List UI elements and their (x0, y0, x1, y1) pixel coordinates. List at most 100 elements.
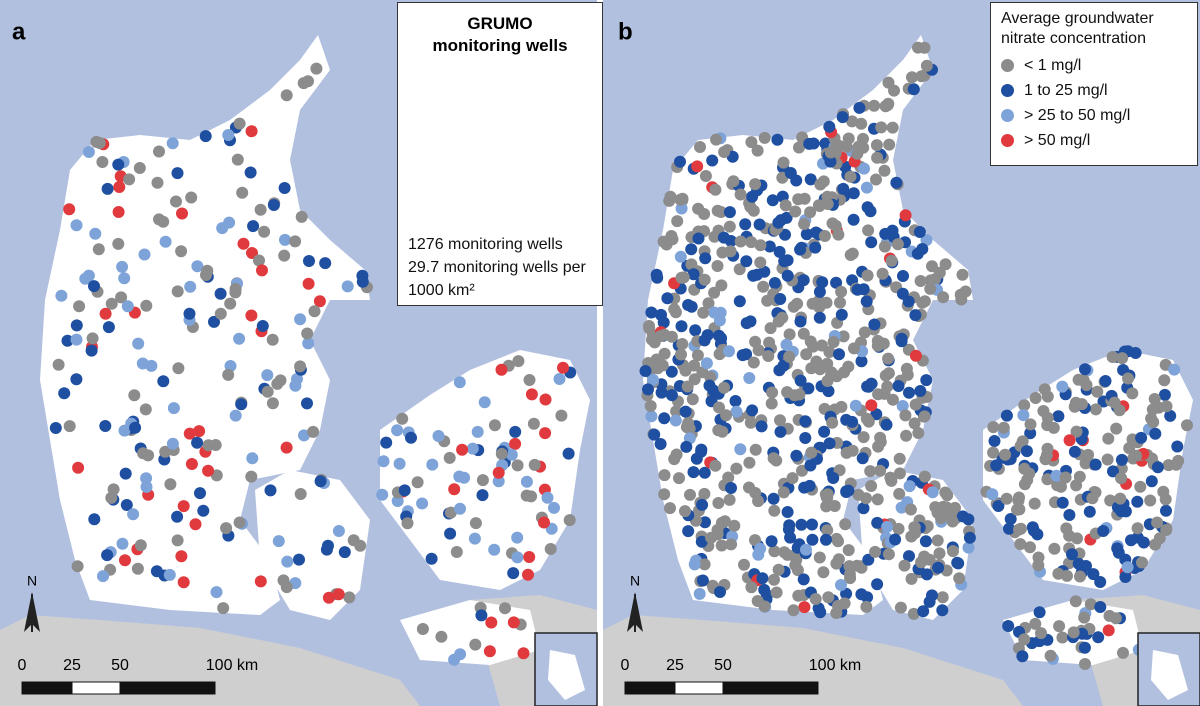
well-dot (319, 257, 332, 270)
well-dot (55, 289, 68, 302)
well-dot (865, 377, 878, 390)
well-dot (920, 568, 933, 581)
well-dot (280, 89, 293, 102)
well-dot (92, 243, 105, 256)
well-dot (1111, 542, 1124, 555)
well-dot (675, 348, 687, 361)
well-dot (900, 362, 913, 375)
well-dot (435, 630, 448, 643)
well-dot (112, 237, 125, 250)
well-dot (843, 560, 856, 573)
panel-b (603, 0, 1200, 706)
well-dot (157, 375, 170, 388)
well-dot (765, 397, 778, 410)
well-dot (871, 578, 884, 591)
well-dot (164, 478, 177, 491)
well-dot (846, 444, 859, 457)
well-dot (278, 249, 291, 262)
scale-label: 100 km (206, 657, 258, 674)
well-dot (725, 538, 738, 551)
well-dot (1035, 627, 1047, 640)
well-dot (1071, 532, 1083, 545)
well-dot (885, 254, 898, 267)
well-dot (894, 601, 907, 614)
well-dot (691, 349, 704, 362)
well-dot (886, 121, 899, 134)
well-dot (151, 176, 164, 189)
well-dot (734, 443, 747, 456)
well-dot (823, 346, 836, 358)
well-dot (469, 517, 482, 530)
well-dot (818, 425, 831, 438)
well-dot (862, 415, 875, 428)
well-dot (1084, 598, 1097, 611)
well-dot (132, 337, 145, 350)
well-dot (1121, 561, 1134, 574)
well-dot (505, 448, 518, 461)
well-dot (816, 276, 829, 289)
well-dot (911, 247, 924, 260)
well-dot (882, 548, 895, 561)
well-dot (237, 237, 250, 250)
legend-label: 1 to 25 mg/l (1024, 81, 1108, 99)
well-dot (70, 319, 83, 332)
well-dot (952, 557, 965, 570)
well-dot (853, 101, 866, 114)
well-dot (804, 459, 817, 472)
well-dot (776, 311, 789, 324)
well-dot (454, 502, 466, 515)
well-dot (341, 280, 354, 293)
well-dot (1109, 612, 1122, 625)
well-dot (380, 436, 393, 449)
well-dot (112, 158, 125, 171)
well-dot (301, 397, 313, 410)
well-dot (830, 607, 843, 619)
well-dot (868, 318, 881, 331)
well-dot (70, 373, 83, 386)
well-dot (767, 492, 780, 505)
well-dot (131, 562, 144, 575)
well-dot (517, 647, 530, 660)
well-dot (313, 295, 326, 308)
well-dot (862, 553, 875, 566)
well-dot (1061, 569, 1073, 582)
scale-label: 100 km (809, 657, 861, 674)
well-dot (777, 359, 790, 372)
well-dot (253, 254, 265, 267)
well-dot (1131, 495, 1144, 508)
well-dot (715, 206, 727, 218)
well-dot (280, 441, 293, 454)
well-dot (900, 429, 913, 442)
scale-label: 0 (621, 657, 630, 674)
well-dot (507, 567, 520, 580)
well-dot (941, 489, 954, 502)
well-dot (1126, 387, 1139, 400)
well-dot (795, 518, 808, 531)
well-dot (356, 275, 369, 288)
well-dot (1070, 425, 1083, 438)
well-dot (1119, 571, 1132, 583)
well-dot (170, 195, 182, 208)
well-dot (654, 438, 667, 450)
well-dot (749, 335, 762, 348)
well-dot (715, 539, 728, 552)
well-dot (1170, 458, 1183, 471)
well-dot (123, 173, 136, 186)
well-dot (743, 481, 755, 494)
well-dot (664, 190, 677, 203)
well-dot (711, 260, 724, 272)
well-dot (171, 510, 184, 523)
well-dot (229, 409, 242, 422)
well-dot (920, 374, 933, 387)
well-dot (1160, 400, 1173, 413)
well-dot (665, 230, 678, 242)
well-dot (729, 395, 742, 407)
well-dot (522, 568, 534, 581)
well-dot (749, 534, 761, 547)
well-dot (883, 138, 896, 151)
well-dot (1063, 509, 1076, 521)
well-dot (1028, 497, 1041, 510)
well-dot (88, 280, 100, 293)
well-dot (702, 297, 715, 310)
well-dot (194, 487, 206, 500)
